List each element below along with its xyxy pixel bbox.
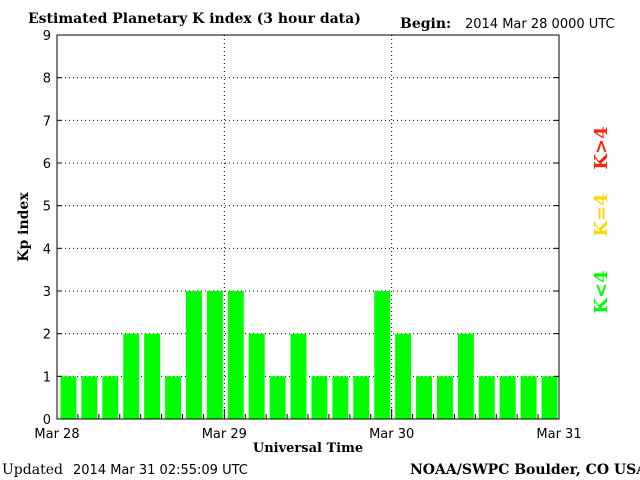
updated-value: 2014 Mar 31 02:55:09 UTC [73,463,248,478]
kp-bar [311,376,328,419]
kp-bar [206,291,223,419]
kp-bar [541,376,558,419]
kp-bar [227,291,244,419]
y-tick-label: 9 [43,29,51,44]
kp-bar [81,376,98,419]
kp-bar [478,376,495,419]
y-tick-label: 3 [43,285,51,300]
kp-bar [520,376,537,419]
kp-bar [102,376,119,419]
bars [60,291,558,419]
y-tick-label: 8 [43,72,51,87]
updated-label: Updated [2,462,63,478]
kp-bar [290,333,307,419]
kp-bar [353,376,370,419]
kp-bar [269,376,286,419]
y-tick-label: 4 [43,242,51,257]
kp-bar [165,376,181,419]
kp-bar [437,376,453,419]
legend-k-greater-4: K>4 [591,126,612,169]
chart-title: Estimated Planetary K index (3 hour data… [28,11,361,27]
axes [56,34,560,420]
kp-bar [248,333,265,419]
y-tick-label: 1 [43,370,51,385]
legend-k-equal-4: K=4 [591,193,612,236]
x-tick-label: Mar 28 [34,427,79,442]
x-axis-label: Universal Time [253,441,363,456]
kp-bar [457,333,474,419]
grid-lines [57,35,559,419]
y-tick-label: 2 [43,328,51,343]
y-tick-label: 5 [43,200,51,215]
kp-bar [332,376,349,419]
kp-bar [60,376,77,419]
y-tick-label: 7 [43,114,51,129]
kp-bar [144,333,161,419]
kp-bar [186,291,202,419]
kp-bar [416,376,432,419]
x-tick-label: Mar 29 [202,427,247,442]
x-tick-label: Mar 30 [369,427,414,442]
y-axis-label: Kp index [16,192,32,262]
y-tick-labels: 0 1 2 3 4 5 6 7 8 9 [43,29,51,428]
kp-bar [123,333,140,419]
y-tick-label: 6 [43,157,51,172]
kp-bar [395,333,412,419]
kp-bar [374,291,391,419]
x-tick-labels: Mar 28 Mar 29 Mar 30 Mar 31 [34,427,581,442]
legend-k-less-4: K<4 [591,270,612,313]
begin-label: Begin: [400,16,451,32]
x-tick-label: Mar 31 [536,427,581,442]
credit-text: NOAA/SWPC Boulder, CO USA [410,462,640,478]
y-tick-label: 0 [43,413,51,428]
begin-value: 2014 Mar 28 0000 UTC [465,17,615,32]
kp-bar [499,376,516,419]
